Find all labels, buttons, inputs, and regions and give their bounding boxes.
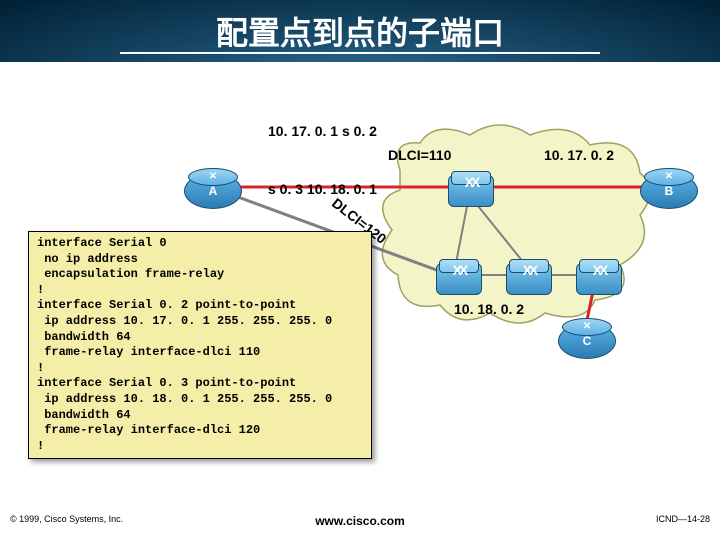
router-b: ✕ B	[640, 173, 696, 207]
label-s02: 10. 17. 0. 1 s 0. 2	[268, 123, 377, 140]
switch-icon: XX	[593, 262, 606, 278]
router-c: ✕ C	[558, 323, 614, 357]
label-c-ip: 10. 18. 0. 2	[454, 301, 524, 317]
frame-relay-switch: XX	[448, 175, 492, 205]
router-arrows-icon: ✕	[583, 321, 591, 332]
config-output: interface Serial 0 no ip address encapsu…	[28, 231, 372, 459]
label-b-ip: 10. 17. 0. 2	[544, 147, 614, 163]
copyright: © 1999, Cisco Systems, Inc.	[10, 514, 123, 524]
label-dlci110: DLCI=110	[388, 147, 451, 163]
slide-number: ICND—14-28	[656, 514, 710, 524]
page-title: 配置点到点的子端口	[216, 8, 504, 54]
footer: © 1999, Cisco Systems, Inc. www.cisco.co…	[0, 514, 720, 534]
link-sw	[456, 201, 468, 263]
router-a: ✕ A	[184, 173, 240, 207]
frame-relay-switch: XX	[436, 263, 480, 293]
footer-url: www.cisco.com	[315, 514, 405, 528]
frame-relay-switch: XX	[506, 263, 550, 293]
title-underline	[120, 52, 600, 54]
router-label: C	[583, 334, 592, 348]
link-sw	[474, 201, 524, 263]
router-body: ✕ B	[640, 173, 698, 209]
router-arrows-icon: ✕	[665, 171, 673, 182]
title-bar: 配置点到点的子端口	[0, 0, 720, 62]
switch-icon: XX	[465, 174, 478, 190]
router-label: A	[209, 184, 218, 198]
label-s03: s 0. 3 10. 18. 0. 1	[268, 181, 377, 198]
switch-icon: XX	[453, 262, 466, 278]
router-arrows-icon: ✕	[209, 171, 217, 182]
network-diagram: 10. 17. 0. 1 s 0. 2 s 0. 3 10. 18. 0. 1 …	[0, 95, 720, 475]
switch-icon: XX	[523, 262, 536, 278]
router-body: ✕ C	[558, 323, 616, 359]
router-body: ✕ A	[184, 173, 242, 209]
frame-relay-switch: XX	[576, 263, 620, 293]
router-label: B	[665, 184, 674, 198]
